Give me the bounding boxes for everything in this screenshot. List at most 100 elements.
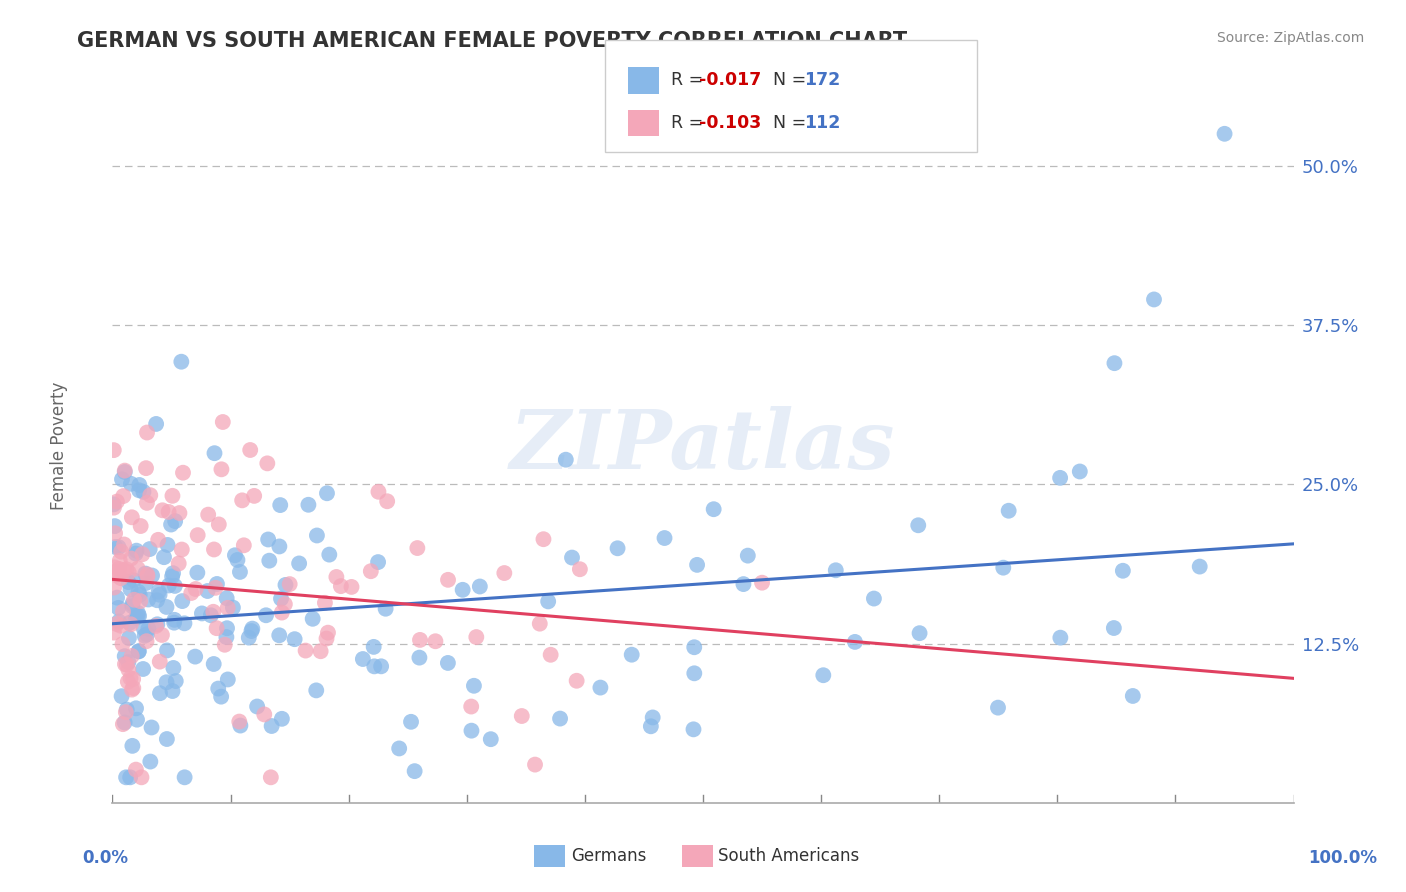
Point [243,489,266,503]
Point [460,723,482,738]
Point [217,673,239,687]
Point [529,616,551,631]
Point [468,580,491,594]
Point [561,550,583,565]
Text: -0.017: -0.017 [699,71,761,89]
Point [125,713,148,727]
Point [104,560,127,574]
Point [135,461,157,475]
Point [510,709,533,723]
Point [360,564,382,578]
Point [465,630,488,644]
Point [202,657,225,671]
Point [162,684,184,698]
Point [122,574,145,588]
Point [246,699,269,714]
Point [132,662,155,676]
Point [163,615,186,630]
Point [117,655,139,669]
Point [118,615,141,630]
Point [170,542,193,557]
Point [111,605,134,619]
Point [104,540,127,554]
Point [115,657,138,672]
Point [568,562,591,576]
Point [186,566,208,580]
Point [224,548,246,562]
Point [117,575,139,590]
Point [120,551,142,566]
Point [226,553,249,567]
Point [229,718,252,732]
Point [128,483,150,498]
Point [463,679,485,693]
Point [274,597,297,611]
Point [751,575,773,590]
Point [352,652,374,666]
Point [540,648,562,662]
Point [325,570,347,584]
Point [1049,471,1071,485]
Point [1122,689,1144,703]
Text: 172: 172 [804,71,841,89]
Point [152,503,174,517]
Text: 100.0%: 100.0% [1308,849,1378,867]
Point [180,586,202,600]
Point [1049,631,1071,645]
Point [217,600,239,615]
Point [136,627,159,641]
Point [141,568,163,582]
Point [1112,564,1135,578]
Point [214,638,236,652]
Point [167,557,190,571]
Point [589,681,612,695]
Point [813,668,835,682]
Point [114,464,136,478]
Point [112,537,135,551]
Point [146,617,169,632]
Point [340,580,363,594]
Text: GERMAN VS SOUTH AMERICAN FEMALE POVERTY CORRELATION CHART: GERMAN VS SOUTH AMERICAN FEMALE POVERTY … [77,31,907,51]
Point [269,540,291,554]
Point [844,635,866,649]
Point [169,506,191,520]
Text: ZIPatlas: ZIPatlas [510,406,896,486]
Point [148,588,170,602]
Point [108,562,131,576]
Point [733,577,755,591]
Point [110,544,132,558]
Point [115,705,138,719]
Point [259,554,281,568]
Point [211,415,233,429]
Point [120,671,142,685]
Point [125,547,148,561]
Point [207,681,229,696]
Point [184,582,207,596]
Point [153,550,176,565]
Point [316,625,339,640]
Text: N =: N = [762,71,811,89]
Text: -0.103: -0.103 [699,114,761,132]
Point [165,674,187,689]
Point [305,528,328,542]
Point [121,510,143,524]
Point [1188,559,1211,574]
Point [406,541,429,555]
Point [121,648,143,663]
Point [209,690,232,704]
Point [117,663,139,677]
Point [288,557,311,571]
Point [524,757,547,772]
Point [105,591,128,605]
Point [108,554,131,568]
Point [232,538,254,552]
Point [197,508,219,522]
Point [284,632,307,647]
Point [114,715,136,730]
Point [107,615,129,629]
Point [134,566,156,581]
Point [173,616,195,631]
Point [297,498,319,512]
Point [209,462,232,476]
Point [240,624,263,638]
